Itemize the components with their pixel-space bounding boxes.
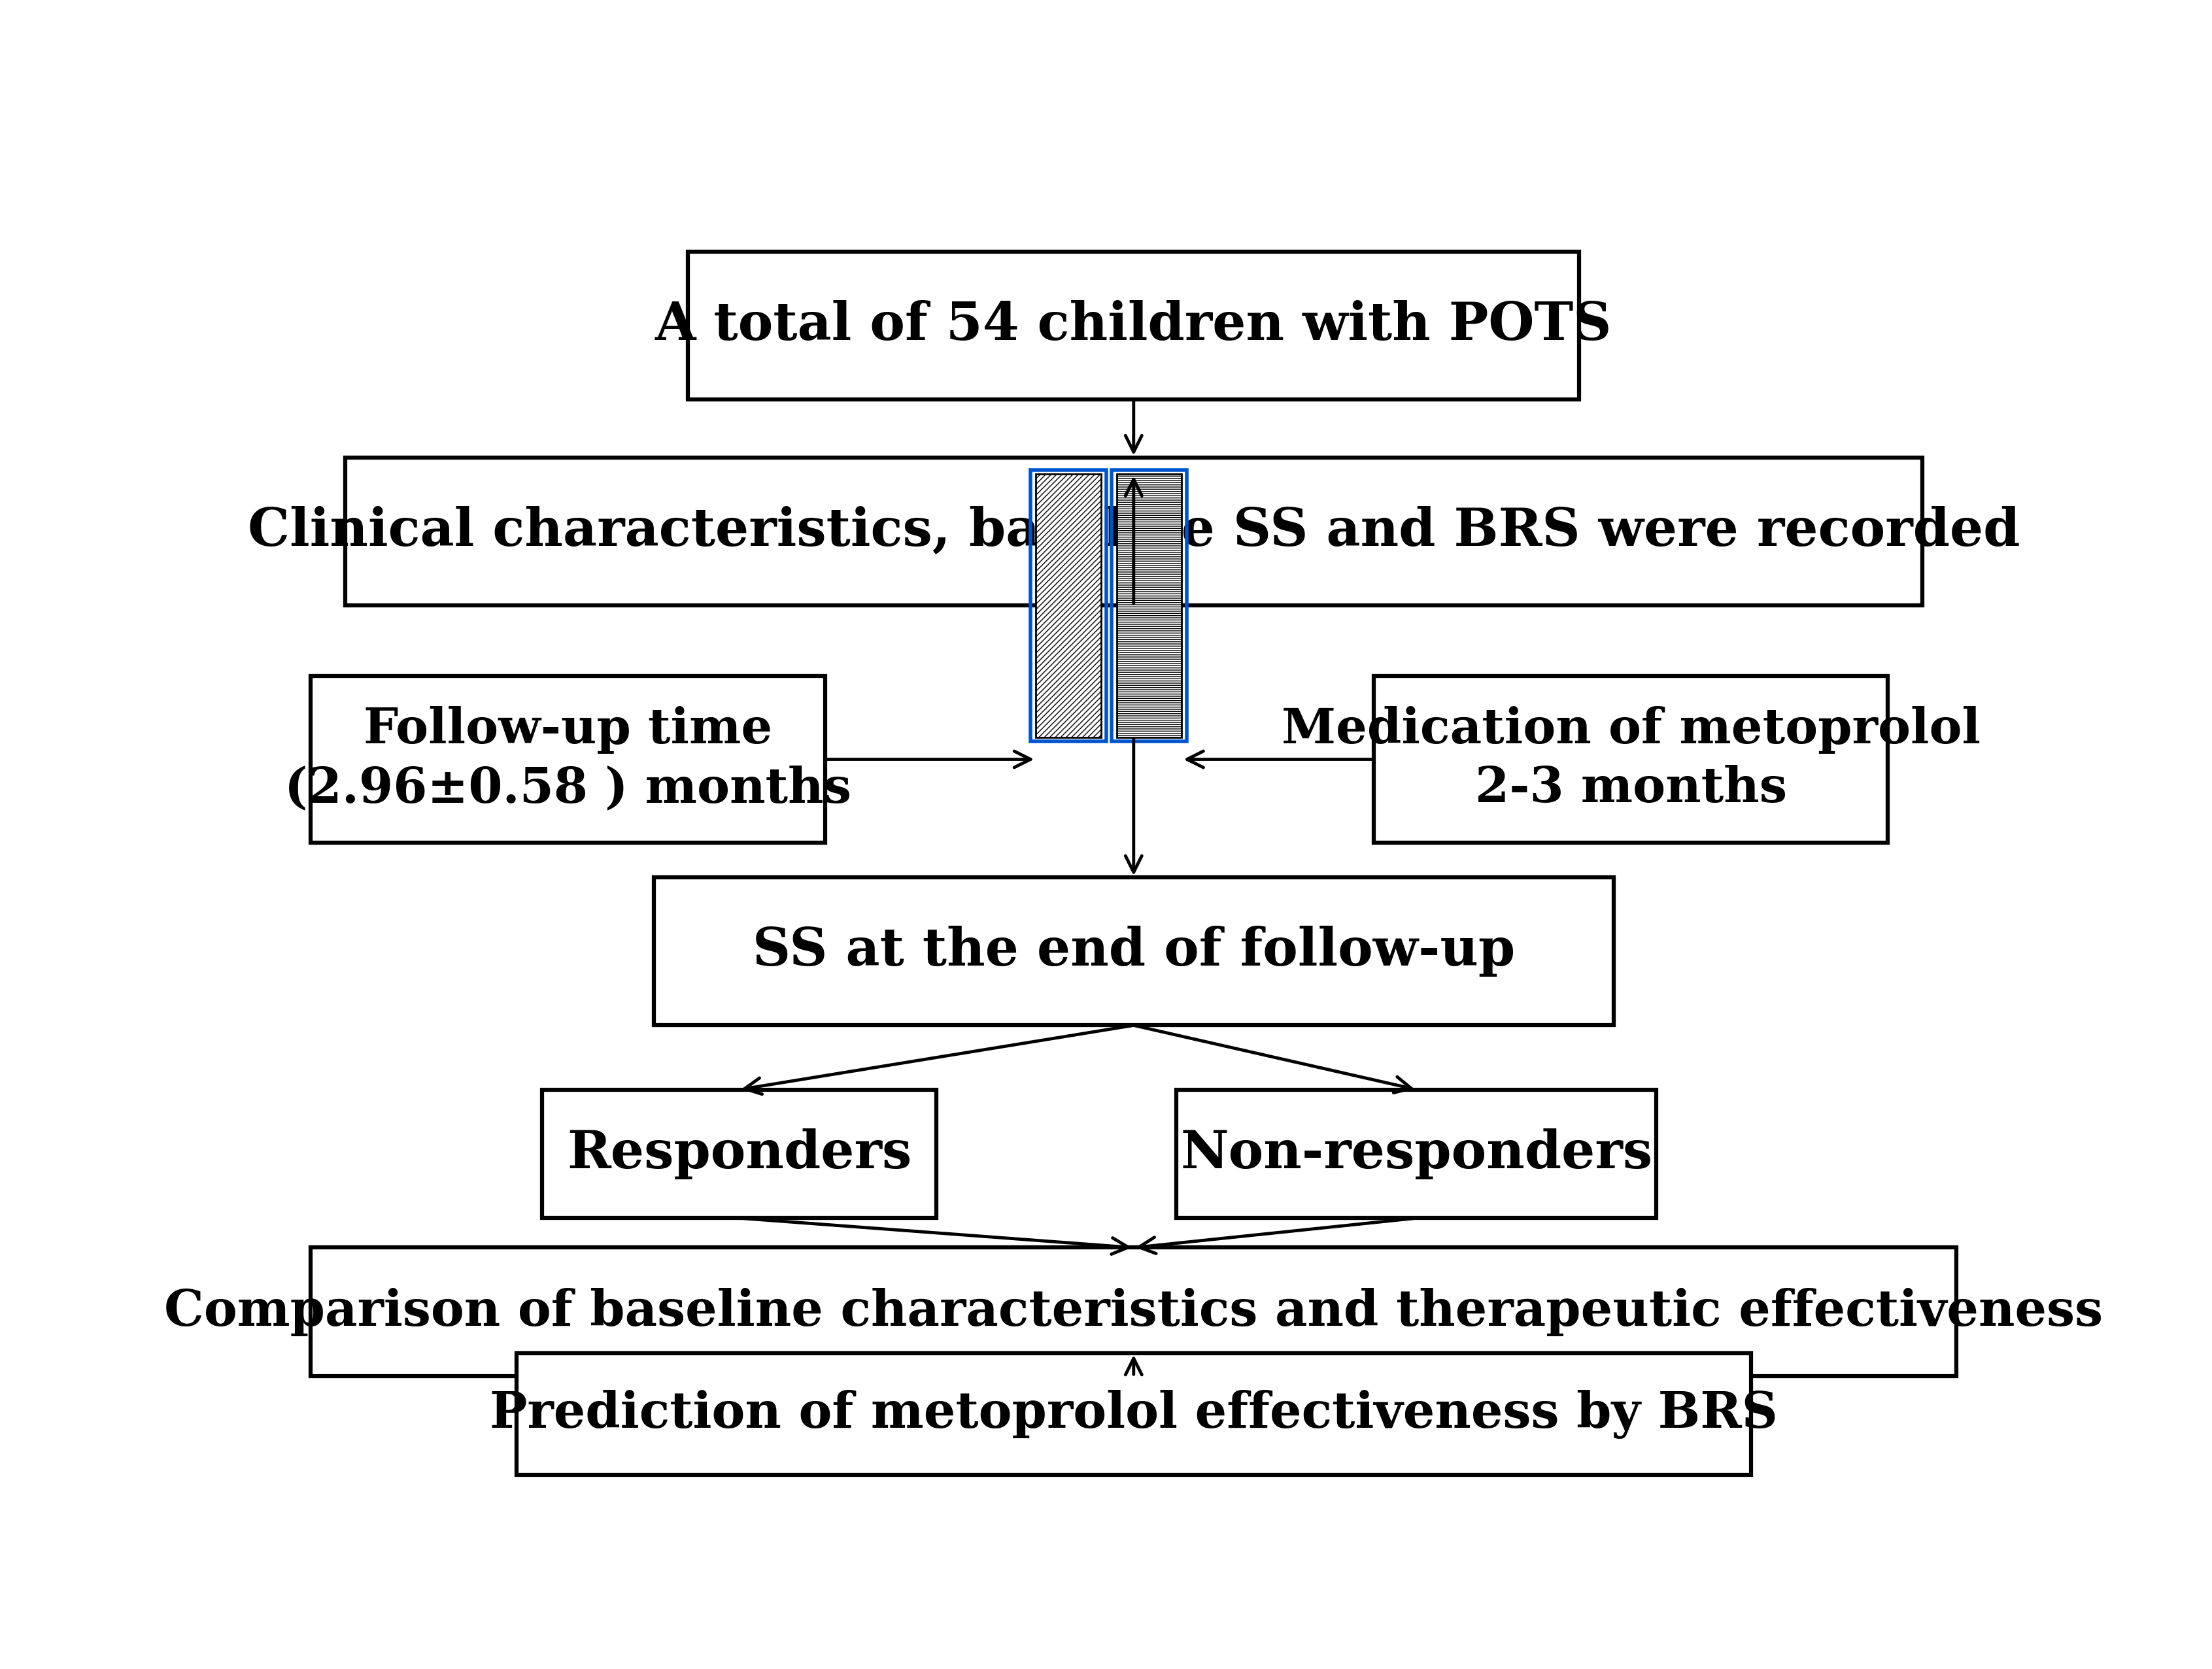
Text: Medication of metoprolol
2-3 months: Medication of metoprolol 2-3 months (1281, 706, 1980, 813)
Text: Follow-up time
(2.96±0.58 ) months: Follow-up time (2.96±0.58 ) months (285, 706, 852, 813)
Text: Prediction of metoprolol effectiveness by BRS: Prediction of metoprolol effectiveness b… (489, 1390, 1778, 1439)
Bar (688, 252, 1579, 399)
Text: Comparison of baseline characteristics and therapeutic effectiveness: Comparison of baseline characteristics a… (164, 1288, 2104, 1337)
Text: SS at the end of follow-up: SS at the end of follow-up (752, 926, 1515, 976)
Bar (518, 1354, 1752, 1475)
Bar (655, 878, 1615, 1025)
Text: Responders: Responders (566, 1128, 911, 1180)
Bar (310, 676, 825, 843)
Bar (310, 1248, 1958, 1377)
Bar (1117, 474, 1181, 738)
Bar (1110, 471, 1188, 741)
Text: Non-responders: Non-responders (1181, 1128, 1652, 1180)
Bar (542, 1090, 936, 1218)
Bar (1031, 471, 1106, 741)
Bar (1177, 1090, 1657, 1218)
Bar (345, 457, 1922, 606)
Text: A total of 54 children with POTS: A total of 54 children with POTS (655, 300, 1613, 350)
Bar (1374, 676, 1889, 843)
Text: Clinical characteristics, baseline SS and BRS were recorded: Clinical characteristics, baseline SS an… (248, 506, 2020, 557)
Bar (1035, 474, 1102, 738)
